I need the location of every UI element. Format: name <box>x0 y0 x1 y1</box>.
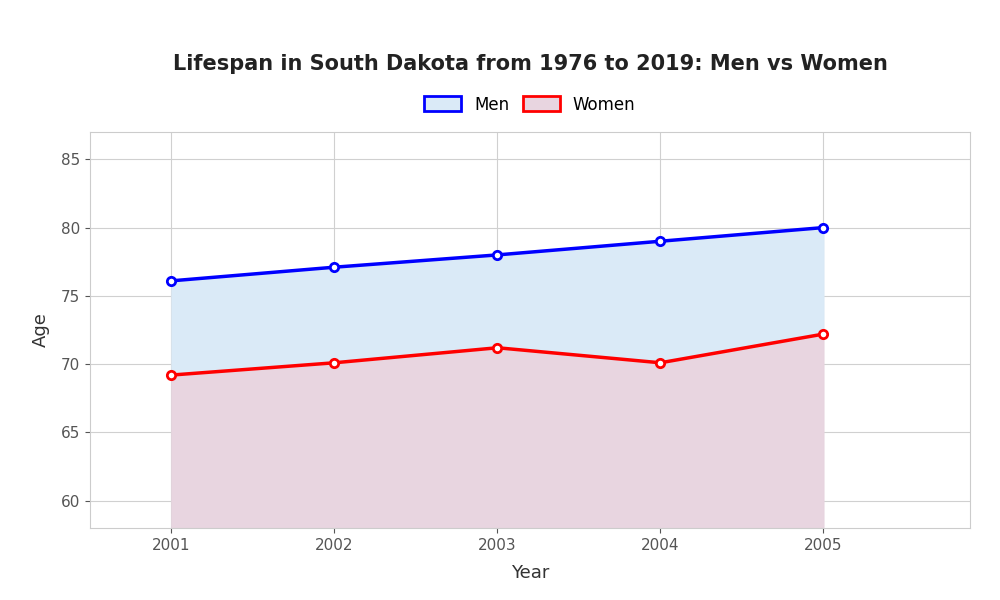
Y-axis label: Age: Age <box>32 313 50 347</box>
X-axis label: Year: Year <box>511 564 549 582</box>
Title: Lifespan in South Dakota from 1976 to 2019: Men vs Women: Lifespan in South Dakota from 1976 to 20… <box>173 53 887 73</box>
Legend: Men, Women: Men, Women <box>418 89 642 120</box>
